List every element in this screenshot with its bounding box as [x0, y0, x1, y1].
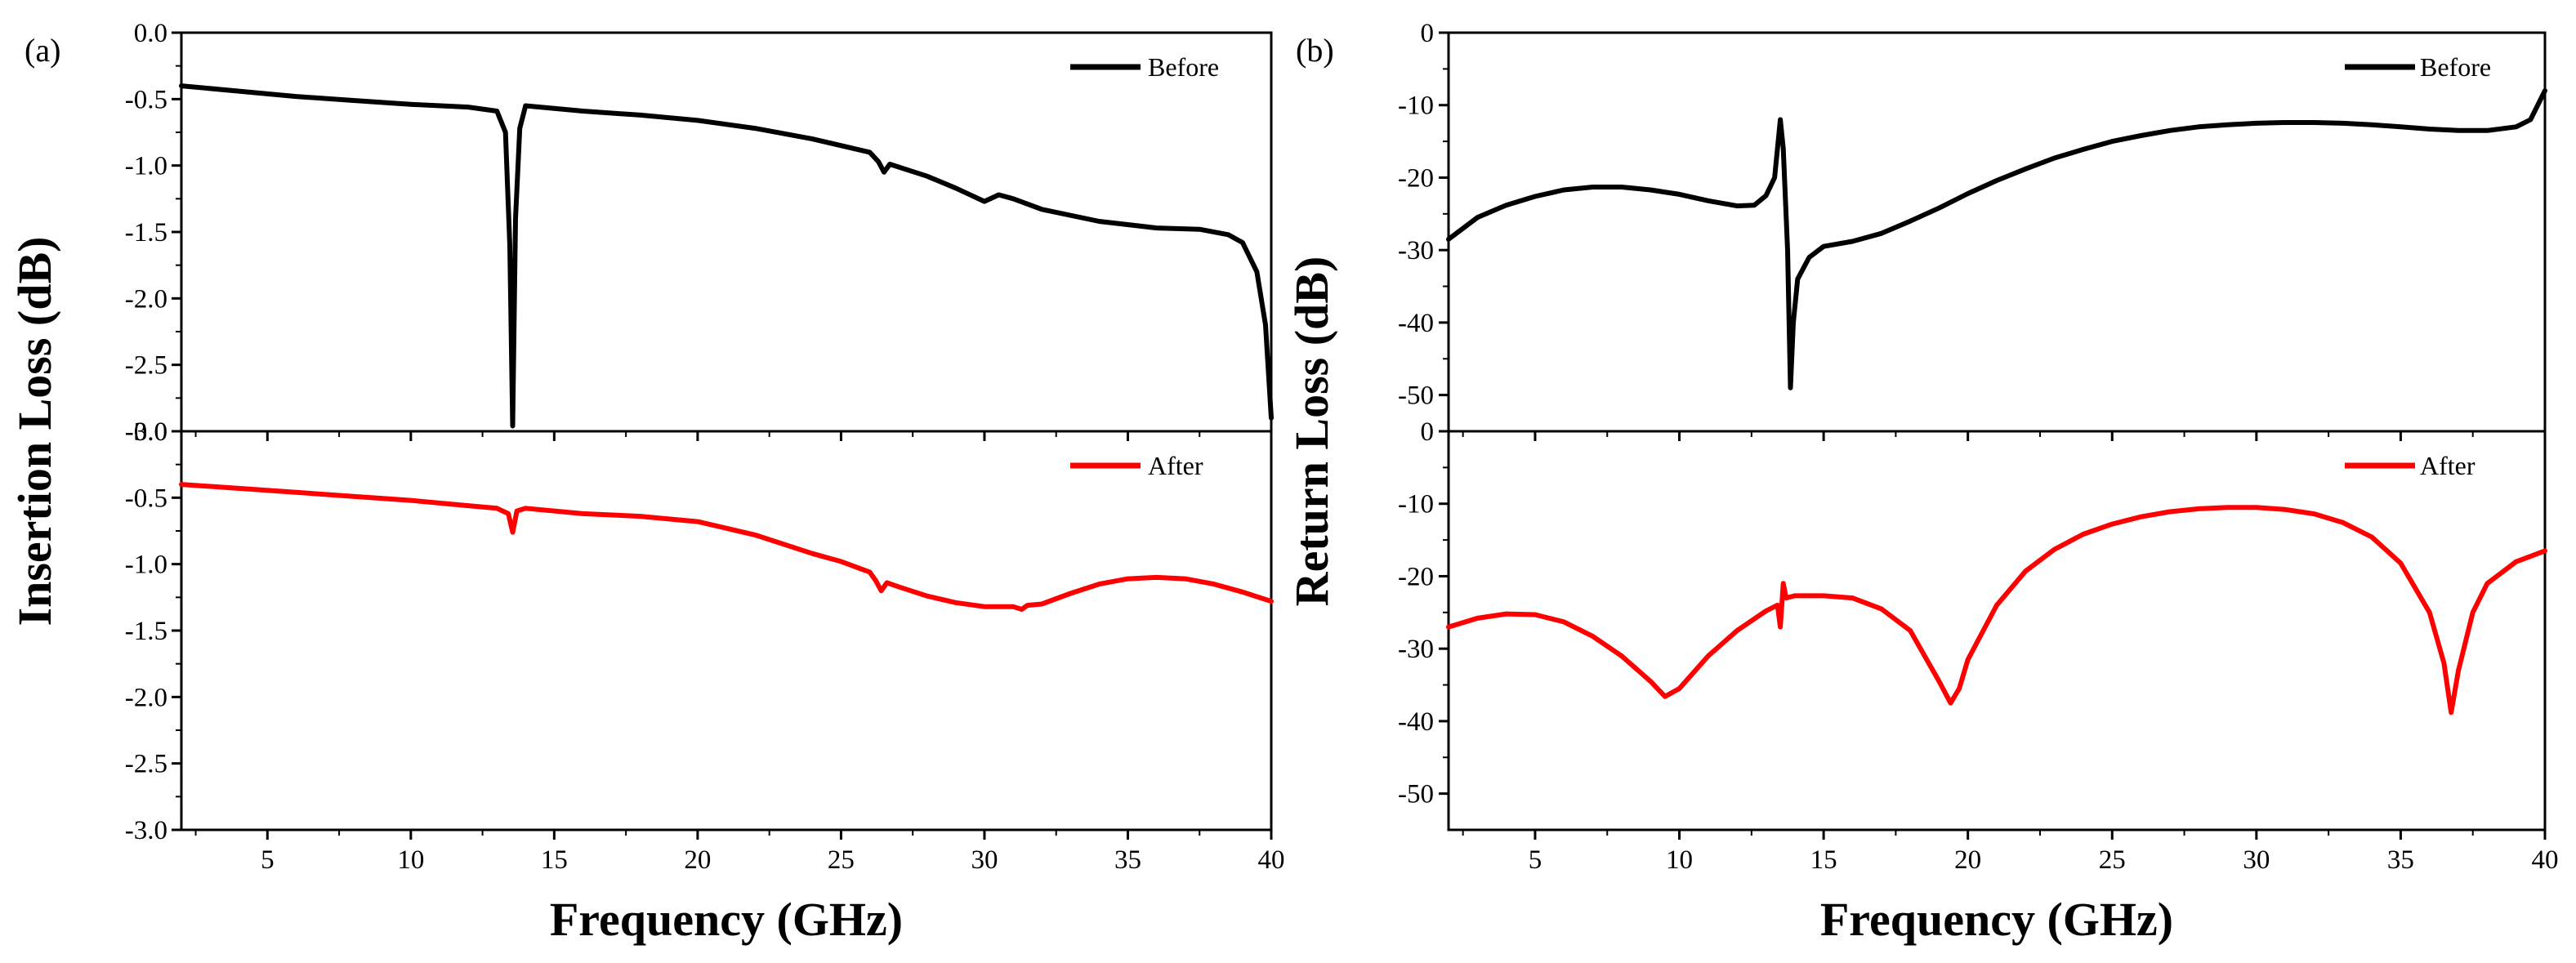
x-tick-label: 35 — [2387, 845, 2414, 875]
legend-label: After — [2420, 451, 2476, 480]
y-tick-label: -40 — [1398, 707, 1434, 737]
x-tick-label: 30 — [2243, 845, 2270, 875]
plot-frame — [180, 31, 1273, 433]
legend-label: Before — [1148, 52, 1219, 82]
y-tick-label: -3.0 — [125, 417, 167, 447]
y-tick-label: -2.5 — [125, 750, 167, 779]
x-tick-label: 10 — [397, 845, 424, 875]
y-tick-label: -50 — [1398, 780, 1434, 809]
y-tick-label: -0.5 — [125, 484, 167, 513]
y-tick-label: -1.0 — [125, 551, 167, 580]
y-tick-label: -1.0 — [125, 152, 167, 181]
plot-frame — [1447, 430, 2547, 831]
x-tick-label: 40 — [1258, 845, 1285, 875]
plot-frame — [180, 430, 1273, 831]
x-tick-label: 25 — [2099, 845, 2126, 875]
x-tick-label: 15 — [1810, 845, 1837, 875]
x-tick-label: 20 — [1954, 845, 1981, 875]
x-tick-label: 20 — [684, 845, 711, 875]
x-tick-label: 5 — [261, 845, 275, 875]
y-axis-title: Return Loss (dB) — [1285, 256, 1338, 607]
y-tick-label: -3.0 — [125, 816, 167, 845]
x-tick-label: 15 — [541, 845, 568, 875]
y-tick-label: -20 — [1398, 562, 1434, 591]
y-tick-label: -1.5 — [125, 617, 167, 646]
x-axis-title: Frequency (GHz) — [550, 893, 903, 946]
y-tick-label: -30 — [1398, 635, 1434, 664]
panel-a: (a) 0.0-0.5-1.0-1.5-2.0-2.5-3.0Before0.0-… — [8, 19, 1285, 946]
subplot-before: 0 -10 -20 -30 -40 -50 Before — [1398, 19, 2547, 441]
y-tick-label: -2.5 — [125, 351, 167, 381]
series-line-after — [179, 482, 1274, 612]
legend-label: After — [1148, 451, 1203, 480]
y-tick-label: 0.0 — [134, 417, 167, 447]
y-tick-label: 0 — [1421, 417, 1435, 447]
legend-label: Before — [2420, 52, 2491, 82]
series-line-before — [179, 83, 1274, 429]
x-tick-label: 5 — [1529, 845, 1542, 875]
y-tick-label: -1.5 — [125, 218, 167, 247]
y-tick-label: -0.5 — [125, 85, 167, 114]
x-tick-label: 35 — [1114, 845, 1141, 875]
x-axis-title: Frequency (GHz) — [1820, 893, 2173, 946]
y-tick-label: -10 — [1398, 91, 1434, 121]
x-tick-label: 25 — [828, 845, 855, 875]
y-tick-label: -2.0 — [125, 683, 167, 712]
y-tick-label: -20 — [1398, 163, 1434, 193]
series-line-after — [1446, 505, 2547, 716]
y-tick-label: -50 — [1398, 381, 1434, 411]
x-tick-label: 40 — [2532, 845, 2559, 875]
y-tick-label: 0.0 — [134, 19, 167, 48]
subplot-after: 0 -10 -20 -30 -40 -50 5 10 15 20 25 30 35 40 After — [1398, 417, 2559, 875]
subplot-after: 0.0 -0.5 -1.0 -1.5 -2.0 -2.5 -3.0 5 10 15 20 25 30 35… — [125, 417, 1285, 875]
y-tick-label: -10 — [1398, 490, 1434, 519]
y-tick-label: 0 — [1421, 19, 1435, 48]
y-tick-label: -30 — [1398, 236, 1434, 265]
subplot-before: 0.0 -0.5 -1.0 -1.5 -2.0 -2.5 -3.0 Before — [125, 19, 1274, 447]
panel-label: (b) — [1296, 32, 1334, 69]
x-tick-label: 30 — [971, 845, 998, 875]
panel-b: (b) 0 -10 -20 -30 -40 -50 Before 0 -10 -20 -30 -40 -5… — [1285, 19, 2559, 946]
series-line-before — [1446, 88, 2547, 390]
y-tick-label: -2.0 — [125, 284, 167, 314]
x-tick-label: 10 — [1666, 845, 1693, 875]
plot-frame — [1447, 31, 2547, 433]
panel-label: (a) — [25, 32, 60, 69]
y-axis-title: Insertion Loss (dB) — [8, 237, 61, 626]
y-tick-label: -40 — [1398, 309, 1434, 338]
